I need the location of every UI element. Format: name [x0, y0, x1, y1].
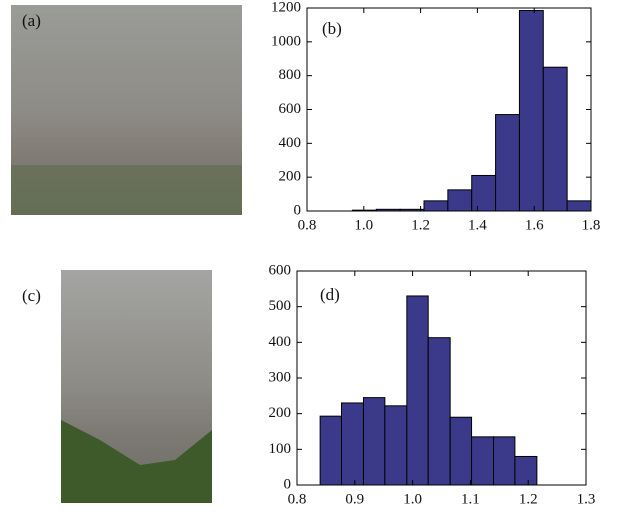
y-tick-label: 0	[284, 476, 292, 492]
bar	[471, 174, 497, 212]
bar	[518, 10, 544, 212]
bar	[423, 200, 449, 212]
x-tick-label: 0.8	[288, 491, 307, 507]
y-tick-label: 800	[279, 67, 302, 83]
y-tick-label: 400	[269, 334, 292, 350]
y-tick-label: 200	[279, 169, 302, 185]
x-tick-label: 1.1	[461, 491, 480, 507]
photo-c-trees	[61, 420, 212, 503]
photo-a-ground	[11, 165, 242, 215]
bar	[427, 337, 451, 486]
y-tick-label: 400	[279, 135, 302, 151]
x-tick-label: 1.0	[403, 491, 422, 507]
x-tick-label: 0.9	[345, 491, 364, 507]
x-tick-label: 0.8	[298, 217, 317, 233]
y-tick-label: 1000	[271, 33, 301, 49]
y-tick-label: 600	[269, 262, 292, 278]
y-tick-label: 100	[269, 441, 292, 457]
y-tick-label: 300	[269, 369, 292, 385]
x-tick-label: 1.6	[525, 217, 544, 233]
bar	[449, 416, 473, 486]
y-tick-label: 500	[269, 298, 292, 314]
bar	[493, 436, 516, 486]
bar	[542, 66, 568, 212]
bar	[566, 200, 592, 212]
y-tick-label: 1200	[271, 0, 301, 15]
bar	[319, 415, 343, 486]
y-tick-label: 0	[294, 202, 302, 218]
panel-label: (d)	[320, 285, 340, 304]
bar	[514, 455, 538, 486]
bar	[406, 295, 429, 486]
y-tick-label: 200	[269, 405, 292, 421]
x-tick-label: 1.8	[582, 217, 601, 233]
bar	[341, 402, 364, 486]
x-tick-label: 1.2	[411, 217, 430, 233]
x-tick-label: 1.0	[354, 217, 373, 233]
bar	[447, 189, 473, 212]
bar	[384, 405, 408, 486]
x-tick-label: 1.4	[468, 217, 487, 233]
panel-label: (b)	[322, 19, 342, 38]
x-tick-label: 1.3	[577, 491, 596, 507]
bar	[471, 436, 495, 486]
bar	[362, 397, 386, 486]
x-tick-label: 1.2	[519, 491, 538, 507]
bar	[495, 114, 520, 212]
panel-label: (c)	[22, 286, 41, 305]
panel-label: (a)	[22, 11, 41, 30]
y-tick-label: 600	[279, 101, 302, 117]
